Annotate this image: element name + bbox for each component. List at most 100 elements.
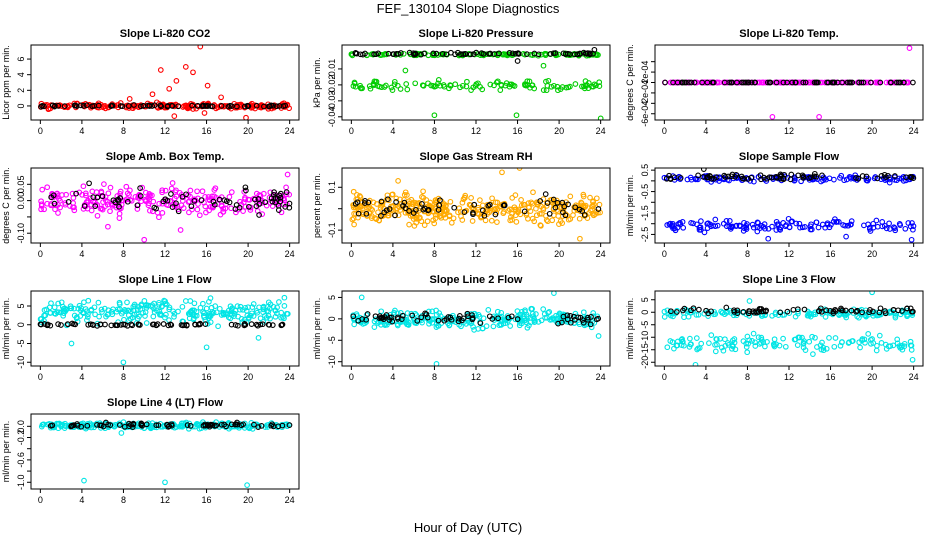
data-point xyxy=(795,308,801,315)
x-tick-label: 12 xyxy=(471,249,481,259)
data-point xyxy=(876,332,883,339)
overlay-point xyxy=(169,103,176,109)
data-point xyxy=(567,83,573,90)
data-point xyxy=(159,187,166,194)
data-point xyxy=(673,342,680,349)
overlay-point xyxy=(169,204,176,210)
data-point xyxy=(55,300,62,307)
data-point xyxy=(509,217,515,223)
overlay-point xyxy=(218,103,225,109)
x-tick-label: 12 xyxy=(784,126,794,136)
overlay-point xyxy=(114,322,121,329)
data-point xyxy=(47,309,54,316)
overlay-point xyxy=(753,308,759,315)
overlay-point xyxy=(108,322,115,329)
data-point xyxy=(109,202,116,209)
overlay-point xyxy=(464,310,471,317)
overlay-point xyxy=(183,322,190,329)
overlay-point xyxy=(360,51,366,58)
overlay-point xyxy=(266,103,273,109)
data-point xyxy=(428,82,434,89)
overlay-point xyxy=(793,79,799,86)
data-point xyxy=(48,201,54,207)
data-point xyxy=(452,81,459,88)
data-point xyxy=(459,82,466,89)
x-tick-label: 12 xyxy=(160,249,170,259)
data-point xyxy=(250,301,257,307)
overlay-point xyxy=(246,203,252,210)
y-tick-label: -0.1 xyxy=(327,222,337,238)
data-point xyxy=(533,311,539,317)
data-point xyxy=(591,81,598,88)
data-point xyxy=(494,206,501,213)
data-point xyxy=(129,314,136,321)
overlay-point xyxy=(80,103,87,109)
outlier-point xyxy=(816,114,822,120)
data-point xyxy=(490,323,497,330)
data-point xyxy=(706,340,712,346)
overlay-point xyxy=(766,174,773,181)
points-group xyxy=(349,168,603,242)
data-point xyxy=(190,106,196,112)
overlay-point xyxy=(350,313,357,320)
data-point xyxy=(367,85,374,92)
data-point xyxy=(215,323,221,330)
overlay-point xyxy=(92,203,99,209)
data-point xyxy=(576,215,583,222)
data-point xyxy=(240,208,246,214)
overlay-point xyxy=(252,196,258,203)
data-point xyxy=(278,309,285,316)
data-point xyxy=(545,309,551,316)
data-point xyxy=(429,308,436,315)
data-point xyxy=(463,321,469,327)
overlay-point xyxy=(262,199,269,206)
data-point xyxy=(773,227,780,233)
overlay-point xyxy=(662,79,668,86)
overlay-point xyxy=(248,321,255,327)
data-point xyxy=(886,220,892,227)
data-point xyxy=(400,50,407,57)
overlay-point xyxy=(860,79,867,86)
data-point xyxy=(206,298,212,305)
data-point xyxy=(209,193,215,200)
overlay-point xyxy=(119,103,126,110)
y-tick-label: 0 xyxy=(327,316,337,321)
data-point xyxy=(487,81,494,88)
data-point xyxy=(201,314,208,321)
x-tick-label: 4 xyxy=(79,495,84,505)
data-point xyxy=(83,308,90,315)
data-point xyxy=(462,192,469,199)
overlay-point xyxy=(276,103,283,109)
panel-title: Slope Gas Stream RH xyxy=(419,151,532,163)
data-point xyxy=(470,324,476,330)
data-point xyxy=(489,195,495,202)
x-tick-label: 20 xyxy=(243,372,253,382)
data-point xyxy=(227,311,233,317)
y-tick-label: -6e-04 xyxy=(640,101,650,127)
overlay-point xyxy=(421,50,427,57)
data-point xyxy=(440,51,447,58)
overlay-point xyxy=(118,322,124,328)
y-axis-label: ml/min per min. xyxy=(1,421,11,483)
data-point xyxy=(371,78,378,85)
overlay-point xyxy=(813,173,820,180)
data-point xyxy=(191,300,198,307)
overlay-point xyxy=(51,200,58,207)
data-point xyxy=(840,222,846,228)
overlay-point xyxy=(546,210,553,217)
overlay-point xyxy=(234,103,240,110)
data-point xyxy=(124,196,131,202)
data-point xyxy=(41,312,47,319)
x-tick-label: 4 xyxy=(390,372,395,382)
overlay-point xyxy=(97,321,104,328)
overlay-point xyxy=(576,206,583,213)
data-point xyxy=(194,206,201,213)
panel-title: Slope Sample Flow xyxy=(739,151,840,163)
x-tick-label: 16 xyxy=(202,495,212,505)
panel-title: Slope Li-820 Pressure xyxy=(419,28,534,40)
data-point xyxy=(216,305,223,312)
data-point xyxy=(250,313,257,319)
overlay-point xyxy=(711,175,717,182)
overlay-point xyxy=(157,102,164,109)
